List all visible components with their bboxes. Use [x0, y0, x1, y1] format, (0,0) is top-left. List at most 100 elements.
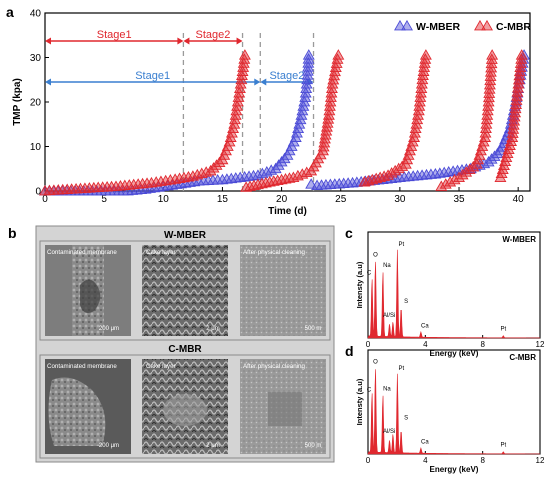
- series-cmbr-point: [210, 159, 223, 170]
- series-cmbr-point: [318, 132, 331, 144]
- series-cmbr-point: [501, 147, 514, 158]
- series-cmbr-point: [287, 171, 300, 182]
- plot-frame-chart-d: [367, 349, 541, 455]
- series-cmbr-point: [236, 65, 249, 76]
- series-wmber-point: [216, 173, 229, 185]
- series-wmber-point: [269, 162, 282, 174]
- x-axis-label-a: Time (d): [268, 206, 307, 217]
- series-cmbr-point: [159, 174, 172, 186]
- panel-label-d: d: [345, 343, 354, 359]
- series-cmbr-point: [486, 49, 499, 60]
- peak-label-chart-c: Al/Si: [383, 313, 395, 319]
- x-tick-label-a: 35: [453, 194, 465, 205]
- sem-image-bottom-2: Cake layer 2 μm: [142, 359, 228, 454]
- series-cmbr-point: [320, 121, 333, 132]
- series-cmbr-point: [195, 167, 208, 178]
- legend-label-wmber: W-MBER: [416, 21, 461, 33]
- series-wmber-point: [429, 167, 442, 179]
- series-cmbr-point: [291, 169, 304, 181]
- series-wmber-point: [346, 176, 359, 188]
- series-cmbr-point: [186, 170, 199, 181]
- series-cmbr-point: [318, 136, 331, 148]
- x-tick-label-chart-c: 4: [423, 340, 428, 349]
- series-cmbr-point: [237, 61, 250, 72]
- peak-label-chart-c: S: [404, 299, 408, 305]
- plot-frame-chart-c: [367, 231, 541, 339]
- y-axis-label-a: TMP (kpa): [12, 78, 23, 126]
- series-cmbr-point: [238, 53, 251, 64]
- stage1-bottom-head-right: [254, 78, 261, 86]
- sem-bottom-box: [39, 354, 331, 459]
- series-cmbr-point: [419, 49, 432, 60]
- sem-panel: W-MBER C-MBR Contaminated membrane 200 μ…: [35, 225, 335, 463]
- series-cmbr-point: [416, 73, 429, 85]
- x-tick-label-a: 20: [276, 194, 288, 205]
- series-wmber-point: [234, 171, 247, 182]
- series-wmber-point: [485, 153, 498, 164]
- peak-label-chart-c: Pt: [399, 242, 405, 248]
- series-wmber-point: [482, 155, 495, 167]
- series-wmber-point: [260, 165, 273, 177]
- x-axis-label-chart-c: Energy (keV): [430, 349, 479, 358]
- series-cmbr-point: [235, 73, 248, 85]
- series-wmber-point: [265, 164, 278, 175]
- panel-label-b: b: [8, 225, 17, 241]
- series-cmbr-point: [238, 49, 251, 60]
- series-wmber-point: [272, 159, 285, 170]
- x-tick-label-chart-d: 4: [423, 456, 428, 465]
- chart-a: 0 5 10 15 20 25 30 35 40 0 10 20 30 40 Time (d) TMP (kp…: [12, 9, 531, 218]
- peak-label-chart-d: Ca: [421, 440, 429, 446]
- y-tick-label-a: 20: [30, 98, 42, 109]
- x-tick-label-a: 5: [101, 194, 107, 205]
- x-tick-label-chart-d: 12: [536, 456, 545, 465]
- peak-label-chart-c: C: [367, 270, 372, 276]
- peak-label-chart-d: O: [373, 360, 378, 366]
- series-cmbr-point: [204, 164, 217, 176]
- series-cmbr-point: [275, 173, 288, 185]
- stage1-top-label: Stage1: [97, 29, 132, 41]
- x-tick-label-chart-d: 8: [480, 456, 485, 465]
- series-cmbr-point: [322, 113, 335, 124]
- sem-scale-top-2: 2 μm: [206, 326, 219, 332]
- x-tick-label-a: 25: [335, 194, 347, 205]
- series-cmbr-point: [416, 69, 429, 81]
- series-cmbr-point: [515, 49, 528, 60]
- series-wmber-point: [488, 150, 501, 161]
- series-wmber-point: [302, 57, 315, 68]
- sem-top-box: [39, 240, 331, 341]
- y-tick-label-a: 0: [35, 187, 41, 198]
- series-cmbr-point: [319, 129, 332, 140]
- sem-title-top: W-MBER: [164, 230, 207, 241]
- x-tick-label-chart-d: 0: [366, 456, 371, 465]
- y-tick-label-a: 10: [30, 142, 42, 153]
- series-cmbr-point: [279, 173, 292, 184]
- series-wmber-point: [350, 176, 363, 187]
- series-wmber-point: [301, 69, 314, 80]
- series-cmbr-point: [417, 65, 430, 76]
- series-cmbr-point: [495, 167, 508, 178]
- series-cmbr-point: [419, 53, 432, 64]
- series-cmbr-point: [191, 168, 204, 180]
- peak-label-chart-d: C: [367, 388, 372, 394]
- x-tick-label-chart-c: 8: [480, 340, 485, 349]
- sem-caption-top-2: Cake layer: [146, 249, 176, 256]
- series-cmbr-point: [154, 175, 167, 186]
- chart-d: 0 4 8 12 Energy (keV) Intensty (a.u) C-MBR C O Na…: [355, 349, 545, 474]
- peak-label-chart-c: Pt: [500, 327, 506, 333]
- x-tick-label-chart-c: 12: [536, 340, 545, 349]
- spectrum-chart-c: [367, 249, 541, 339]
- stage1-bottom-head-left: [45, 78, 51, 86]
- stage1-top-head-left: [45, 37, 51, 45]
- series-wmber-point: [238, 170, 251, 182]
- series-cmbr-point: [418, 57, 431, 68]
- x-tick-label-a: 0: [42, 194, 48, 205]
- chart-title-chart-d: C-MBR: [509, 353, 536, 362]
- series-cmbr-point: [213, 156, 226, 167]
- x-axis-label-chart-d: Energy (keV): [430, 465, 479, 474]
- peak-label-chart-c: Ca: [421, 323, 429, 329]
- sem-title-bottom: C-MBR: [168, 344, 202, 355]
- series-wmber-point: [278, 152, 291, 164]
- y-tick-label-a: 40: [30, 9, 42, 20]
- series-wmber-point: [438, 166, 451, 178]
